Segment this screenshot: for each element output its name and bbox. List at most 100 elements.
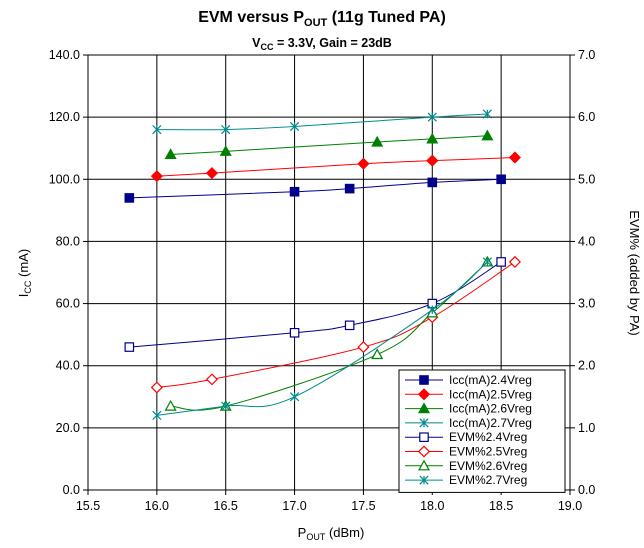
y-left-tick-label: 120.0 — [49, 110, 80, 124]
x-tick-label: 18.5 — [489, 499, 513, 513]
y-right-axis-label: EVM% (added by PA) — [627, 210, 642, 335]
data-point — [124, 342, 135, 352]
data-point — [289, 121, 300, 132]
chart-subtitle-main: V — [252, 36, 261, 50]
data-point — [150, 170, 163, 183]
series-icc-ma-2-5vreg — [150, 151, 521, 183]
y-left-tick-label: 0.0 — [63, 483, 80, 497]
data-point — [427, 112, 437, 122]
data-point — [426, 154, 439, 167]
legend-marker — [419, 418, 429, 428]
data-point — [124, 193, 135, 203]
legend-label: EVM%2.6Vreg — [449, 459, 527, 473]
legend-label: EVM%2.5Vreg — [449, 445, 527, 459]
series-icc-ma-2-6vreg — [164, 129, 494, 160]
data-point — [427, 177, 438, 188]
y-left-axis-label-main: I — [16, 294, 31, 298]
series-icc-ma-2-4vreg — [124, 174, 506, 203]
y-right-tick-label: 1.0 — [578, 421, 595, 435]
x-tick-label: 16.5 — [214, 499, 238, 513]
x-axis-label: POUT (dBm) — [298, 525, 365, 542]
data-point — [289, 186, 300, 197]
chart-subtitle: VCC = 3.3V, Gain = 23dB — [252, 36, 392, 52]
data-point — [205, 373, 218, 386]
legend-marker — [419, 432, 429, 442]
x-tick-label: 17.0 — [282, 499, 306, 513]
legend-marker — [417, 459, 431, 471]
data-point — [221, 401, 231, 411]
series-line — [170, 261, 488, 411]
data-point — [496, 174, 506, 185]
legend-label: Icc(mA)2.7Vreg — [449, 416, 532, 430]
y-right-tick-label: 3.0 — [578, 297, 595, 311]
y-left-axis-label-tail: (mA) — [16, 249, 31, 281]
legend-label: EVM%2.4Vreg — [449, 430, 527, 444]
legend-marker — [417, 445, 431, 458]
chart-title-tail: (11g Tuned PA) — [327, 9, 446, 26]
y-right-tick-label: 5.0 — [578, 172, 595, 186]
legend-marker — [419, 375, 429, 385]
legend-item: EVM%2.7Vreg — [405, 473, 527, 487]
chart-title-main: EVM versus P — [198, 9, 304, 26]
legend-label: EVM%2.7Vreg — [449, 473, 527, 487]
y-left-tick-label: 100.0 — [49, 172, 80, 186]
legend-item: Icc(mA)2.7Vreg — [405, 416, 532, 430]
legend-label: Icc(mA)2.4Vreg — [449, 373, 532, 387]
chart-subtitle-sub: CC — [260, 42, 273, 52]
data-point — [426, 132, 439, 144]
x-tick-label: 19.0 — [558, 499, 582, 513]
x-tick-label: 15.5 — [76, 499, 100, 513]
data-point — [205, 167, 218, 180]
data-point — [371, 135, 384, 147]
data-point — [289, 327, 300, 338]
data-point — [221, 124, 231, 135]
legend-marker — [419, 475, 429, 485]
data-point — [496, 257, 506, 267]
data-point — [164, 399, 177, 411]
data-point — [481, 129, 494, 141]
legend-item: EVM%2.5Vreg — [405, 445, 527, 459]
series-evm-2-7vreg — [152, 257, 492, 421]
y-left-tick-label: 80.0 — [56, 234, 80, 248]
data-point — [482, 109, 492, 119]
data-point — [344, 320, 355, 331]
y-left-tick-label: 20.0 — [56, 421, 80, 435]
y-left-tick-label: 40.0 — [56, 359, 80, 373]
y-right-tick-label: 0.0 — [578, 483, 595, 497]
data-point — [344, 183, 355, 194]
legend-label: Icc(mA)2.6Vreg — [449, 402, 532, 416]
x-tick-label: 17.5 — [351, 499, 375, 513]
chart-title: EVM versus POUT (11g Tuned PA) — [198, 9, 446, 29]
y-left-axis-label-sub: CC — [23, 280, 33, 293]
x-tick-label: 16.0 — [145, 499, 169, 513]
chart-title-sub: OUT — [304, 17, 328, 29]
y-right-tick-label: 2.0 — [578, 359, 595, 373]
legend-label: Icc(mA)2.5Vreg — [449, 387, 532, 401]
plot-area: 15.5 16.0 16.5 17.0 17.5 18.0 18.5 19.0 0.0 20.0 4… — [49, 48, 596, 513]
data-point — [427, 305, 437, 315]
legend-item: EVM%2.6Vreg — [405, 459, 527, 473]
data-point — [152, 410, 162, 421]
series-icc-ma-2-7vreg — [152, 109, 492, 135]
series-line — [156, 261, 488, 416]
data-point — [219, 145, 232, 156]
series-line — [170, 135, 488, 155]
data-point — [508, 151, 521, 164]
data-point — [152, 124, 162, 135]
legend-marker — [417, 402, 431, 414]
data-point — [371, 348, 384, 360]
data-point — [357, 341, 370, 354]
x-axis-label-tail: (dBm) — [325, 525, 364, 540]
x-axis-label-main: P — [298, 525, 307, 540]
legend-item: EVM%2.4Vreg — [405, 430, 527, 444]
y-right-tick-label: 4.0 — [578, 234, 595, 248]
data-point — [289, 392, 300, 402]
legend-marker — [417, 388, 431, 401]
legend-box — [398, 369, 566, 493]
chart-subtitle-tail: = 3.3V, Gain = 23dB — [273, 36, 391, 50]
x-tick-label: 18.0 — [420, 499, 444, 513]
legend-item: Icc(mA)2.4Vreg — [405, 373, 532, 387]
y-left-tick-label: 140.0 — [49, 48, 80, 62]
legend-item: Icc(mA)2.5Vreg — [405, 387, 532, 401]
